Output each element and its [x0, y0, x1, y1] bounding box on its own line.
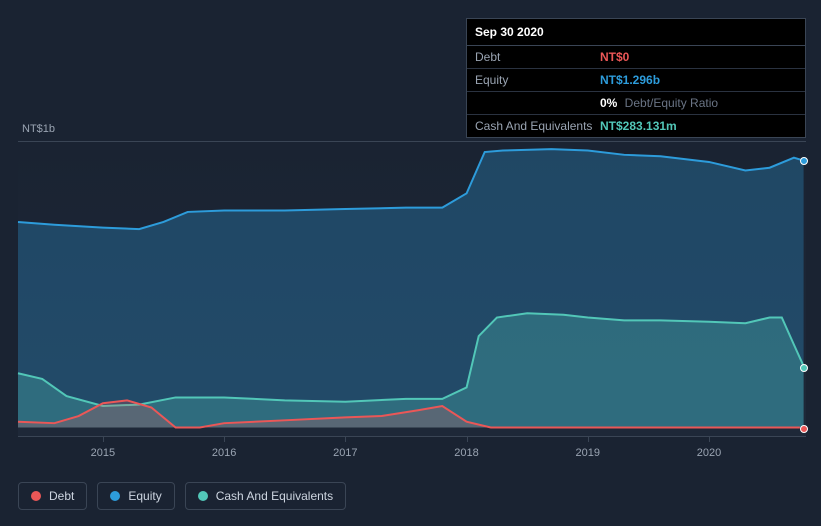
debt-end-marker — [800, 425, 808, 433]
legend-label: Debt — [49, 489, 74, 503]
x-tick — [467, 437, 468, 442]
x-tick — [224, 437, 225, 442]
tooltip-row: DebtNT$0 — [467, 46, 805, 69]
tooltip-row: EquityNT$1.296b — [467, 69, 805, 92]
legend-item-equity[interactable]: Equity — [97, 482, 174, 510]
tooltip-row-value: NT$283.131m — [600, 119, 797, 133]
legend-swatch — [31, 491, 41, 501]
x-tick — [709, 437, 710, 442]
x-axis-label: 2016 — [212, 447, 236, 459]
tooltip-row-value: NT$1.296b — [600, 73, 797, 87]
debt-equity-chart: Sep 30 2020 DebtNT$0EquityNT$1.296b0% De… — [0, 0, 821, 526]
tooltip-row: Cash And EquivalentsNT$283.131m — [467, 115, 805, 137]
x-axis-label: 2017 — [333, 447, 357, 459]
x-tick — [345, 437, 346, 442]
legend-item-debt[interactable]: Debt — [18, 482, 87, 510]
legend-label: Equity — [128, 489, 161, 503]
y-axis-label-top: NT$1b — [22, 123, 55, 135]
cash-end-marker — [800, 364, 808, 372]
plot-area[interactable] — [18, 141, 806, 437]
tooltip-row-label: Cash And Equivalents — [475, 119, 600, 133]
x-axis-label: 2018 — [454, 447, 478, 459]
legend-swatch — [110, 491, 120, 501]
tooltip-row-label — [475, 96, 600, 110]
x-tick — [588, 437, 589, 442]
legend-item-cash[interactable]: Cash And Equivalents — [185, 482, 346, 510]
x-axis-label: 2019 — [576, 447, 600, 459]
x-axis-label: 2020 — [697, 447, 721, 459]
chart-legend: Debt Equity Cash And Equivalents — [18, 482, 346, 510]
tooltip-row-value: 0% Debt/Equity Ratio — [600, 96, 797, 110]
chart-tooltip: Sep 30 2020 DebtNT$0EquityNT$1.296b0% De… — [466, 18, 806, 138]
legend-label: Cash And Equivalents — [216, 489, 333, 503]
tooltip-date: Sep 30 2020 — [467, 19, 805, 46]
tooltip-row: 0% Debt/Equity Ratio — [467, 92, 805, 115]
equity-end-marker — [800, 157, 808, 165]
tooltip-row-value: NT$0 — [600, 50, 797, 64]
x-tick — [103, 437, 104, 442]
x-axis-label: 2015 — [91, 447, 115, 459]
tooltip-row-label: Debt — [475, 50, 600, 64]
legend-swatch — [198, 491, 208, 501]
tooltip-ratio-label: Debt/Equity Ratio — [621, 96, 718, 110]
tooltip-row-label: Equity — [475, 73, 600, 87]
